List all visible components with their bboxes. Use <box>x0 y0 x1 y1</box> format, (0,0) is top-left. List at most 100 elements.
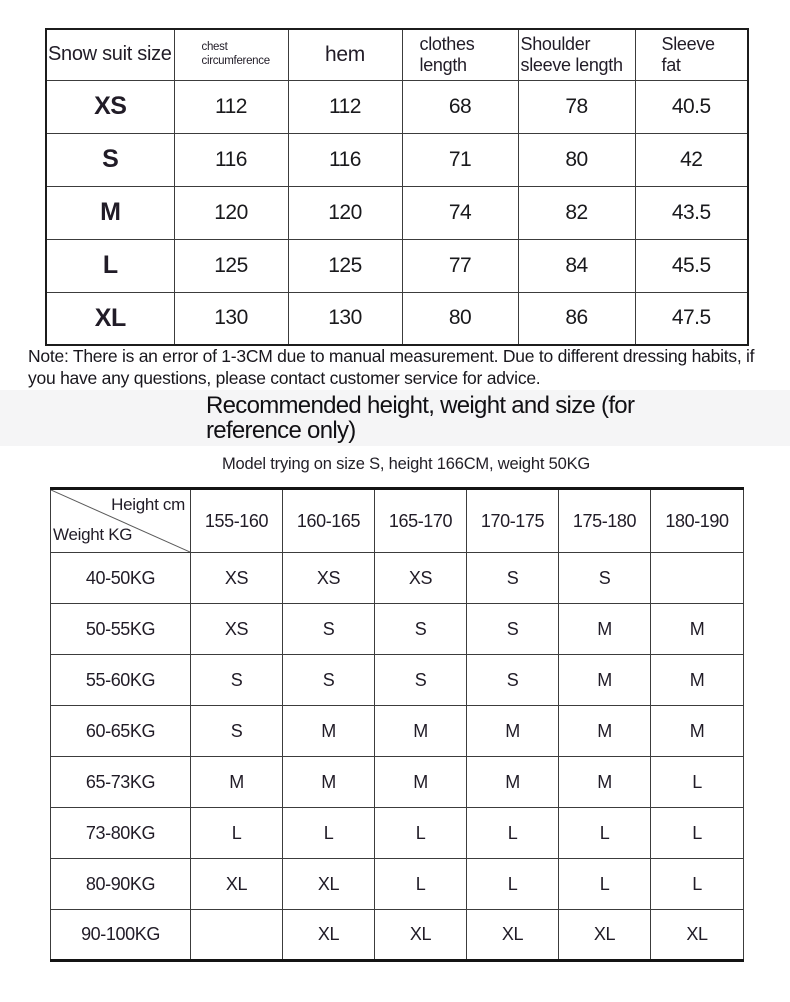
table-row: L 125 125 77 84 45.5 <box>45 238 749 293</box>
col-header-clothes-length: clothes length <box>401 28 519 81</box>
table-row: 73-80KG L L L L L L <box>50 807 744 859</box>
size-rec-cell: XL <box>282 909 375 961</box>
weight-range-cell: 40-50KG <box>50 552 191 604</box>
size-rec-cell: XS <box>374 552 467 604</box>
col-header-sleeve-fat: Sleeve fat <box>634 28 749 81</box>
col-header-shoulder-sleeve: Shoulder sleeve length <box>517 28 636 81</box>
size-rec-cell: M <box>374 705 467 757</box>
measure-cell: 125 <box>287 238 403 293</box>
matrix-header-row: Height cm Weight KG 155-160 160-165 165-… <box>50 488 744 553</box>
size-rec-cell: S <box>282 654 375 706</box>
measure-cell: 120 <box>173 185 289 240</box>
size-rec-cell: M <box>650 705 744 757</box>
height-col-header: 175-180 <box>558 488 651 553</box>
size-rec-cell: M <box>282 756 375 808</box>
size-rec-cell: L <box>558 807 651 859</box>
measure-cell: 116 <box>173 132 289 187</box>
weight-range-cell: 73-80KG <box>50 807 191 859</box>
size-rec-cell: S <box>282 603 375 655</box>
size-rec-cell: M <box>466 756 559 808</box>
measure-cell: 68 <box>401 79 519 134</box>
measure-cell: 43.5 <box>634 185 749 240</box>
measure-cell: 80 <box>517 132 636 187</box>
weight-range-cell: 55-60KG <box>50 654 191 706</box>
weight-range-cell: 65-73KG <box>50 756 191 808</box>
measure-cell: 74 <box>401 185 519 240</box>
size-rec-cell: S <box>466 603 559 655</box>
size-rec-cell: S <box>374 603 467 655</box>
size-rec-cell: XL <box>374 909 467 961</box>
size-rec-cell: M <box>282 705 375 757</box>
model-info-line: Model trying on size S, height 166CM, we… <box>221 455 591 473</box>
size-rec-cell: L <box>650 756 744 808</box>
size-cell: L <box>45 238 175 293</box>
measure-cell: 40.5 <box>634 79 749 134</box>
size-rec-cell: XL <box>282 858 375 910</box>
diagonal-line <box>51 490 190 552</box>
measure-cell: 42 <box>634 132 749 187</box>
size-rec-cell: M <box>466 705 559 757</box>
measure-cell: 80 <box>401 291 519 346</box>
table-row: M 120 120 74 82 43.5 <box>45 185 749 240</box>
table-row: 60-65KG S M M M M M <box>50 705 744 757</box>
measure-cell: 130 <box>173 291 289 346</box>
measure-cell: 112 <box>173 79 289 134</box>
measure-cell: 84 <box>517 238 636 293</box>
size-rec-cell: L <box>282 807 375 859</box>
size-rec-cell: L <box>374 807 467 859</box>
table-row: S 116 116 71 80 42 <box>45 132 749 187</box>
col-header-hem: hem <box>287 28 403 81</box>
measure-cell: 116 <box>287 132 403 187</box>
table-row: 50-55KG XS S S S M M <box>50 603 744 655</box>
size-rec-cell: M <box>650 654 744 706</box>
size-rec-cell: M <box>558 654 651 706</box>
size-rec-cell: S <box>466 654 559 706</box>
size-rec-cell: L <box>190 807 283 859</box>
size-rec-cell: L <box>650 858 744 910</box>
table-row: 65-73KG M M M M M L <box>50 756 744 808</box>
size-cell: S <box>45 132 175 187</box>
weight-range-cell: 80-90KG <box>50 858 191 910</box>
size-rec-cell: S <box>190 705 283 757</box>
size-rec-cell: L <box>650 807 744 859</box>
size-rec-cell <box>190 909 283 961</box>
measure-cell: 82 <box>517 185 636 240</box>
size-rec-cell: XS <box>190 552 283 604</box>
size-rec-cell: S <box>558 552 651 604</box>
measure-cell: 130 <box>287 291 403 346</box>
size-cell: XS <box>45 79 175 134</box>
size-rec-cell <box>650 552 744 604</box>
measure-cell: 45.5 <box>634 238 749 293</box>
size-rec-cell: L <box>466 807 559 859</box>
size-rec-cell: XL <box>190 858 283 910</box>
measure-cell: 47.5 <box>634 291 749 346</box>
size-rec-cell: S <box>190 654 283 706</box>
height-col-header: 165-170 <box>374 488 467 553</box>
table-row: XS 112 112 68 78 40.5 <box>45 79 749 134</box>
size-cell: M <box>45 185 175 240</box>
measure-cell: 86 <box>517 291 636 346</box>
recommendation-heading: Recommended height, weight and size (for… <box>206 392 635 444</box>
measure-cell: 120 <box>287 185 403 240</box>
size-rec-cell: S <box>374 654 467 706</box>
measure-cell: 71 <box>401 132 519 187</box>
size-rec-cell: XL <box>466 909 559 961</box>
measurement-note: Note: There is an error of 1-3CM due to … <box>28 346 755 388</box>
measure-cell: 112 <box>287 79 403 134</box>
weight-range-cell: 50-55KG <box>50 603 191 655</box>
size-rec-cell: S <box>466 552 559 604</box>
size-rec-cell: L <box>558 858 651 910</box>
size-cell: XL <box>45 291 175 346</box>
size-rec-cell: M <box>558 603 651 655</box>
size-table: Snow suit size chest circumference hem c… <box>45 28 749 346</box>
table-row: 55-60KG S S S S M M <box>50 654 744 706</box>
size-rec-cell: L <box>466 858 559 910</box>
size-rec-cell: M <box>650 603 744 655</box>
measure-cell: 78 <box>517 79 636 134</box>
measure-cell: 77 <box>401 238 519 293</box>
table-row: 90-100KG XL XL XL XL XL <box>50 909 744 961</box>
height-weight-matrix-table: Height cm Weight KG 155-160 160-165 165-… <box>50 487 744 962</box>
section-background-band <box>0 390 790 446</box>
size-rec-cell: M <box>374 756 467 808</box>
